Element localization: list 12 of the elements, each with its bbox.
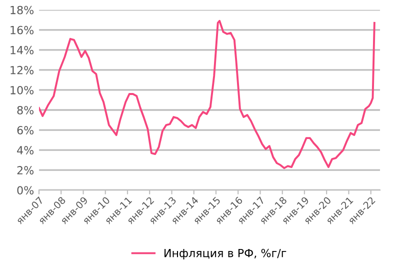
- y-tick-label: 14%: [10, 46, 34, 54]
- y-tick-label: 8%: [17, 106, 34, 114]
- y-tick-label: 6%: [17, 126, 34, 134]
- y-tick-label: 0%: [17, 186, 34, 194]
- y-tick-label: 2%: [17, 166, 34, 174]
- line-series: [39, 20, 376, 170]
- y-tick-label: 18%: [10, 6, 34, 14]
- y-tick-label: 12%: [10, 66, 34, 74]
- y-tick-label: 16%: [10, 26, 34, 34]
- legend-label: Инфляция в РФ, %г/г: [164, 248, 286, 260]
- y-tick-label: 4%: [17, 146, 34, 154]
- y-tick-label: 10%: [10, 86, 34, 94]
